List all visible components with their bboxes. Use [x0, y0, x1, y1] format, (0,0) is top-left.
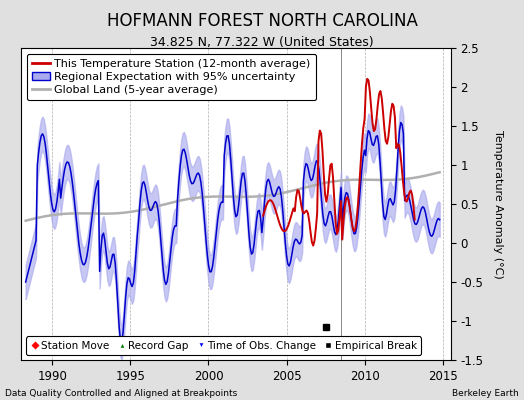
Text: Berkeley Earth: Berkeley Earth [452, 389, 519, 398]
Text: Data Quality Controlled and Aligned at Breakpoints: Data Quality Controlled and Aligned at B… [5, 389, 237, 398]
Legend: Station Move, Record Gap, Time of Obs. Change, Empirical Break: Station Move, Record Gap, Time of Obs. C… [26, 336, 421, 355]
Text: HOFMANN FOREST NORTH CAROLINA: HOFMANN FOREST NORTH CAROLINA [106, 12, 418, 30]
Text: 34.825 N, 77.322 W (United States): 34.825 N, 77.322 W (United States) [150, 36, 374, 49]
Y-axis label: Temperature Anomaly (°C): Temperature Anomaly (°C) [493, 130, 503, 278]
